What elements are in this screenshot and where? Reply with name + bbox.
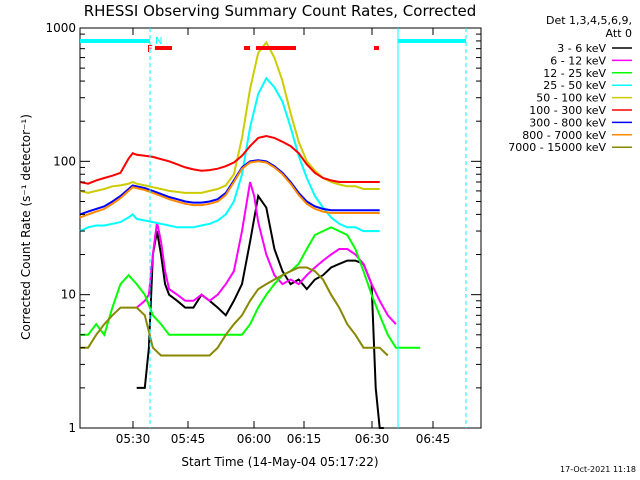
series-line-2 bbox=[136, 181, 397, 325]
legend-label: 7000 - 15000 keV bbox=[508, 141, 606, 154]
plot-frame bbox=[79, 27, 482, 429]
series-line-3 bbox=[80, 226, 421, 349]
ticks-layer: 05:30 05:45 06:00 06:15 06:30 06:45 1 10 100 1000 bbox=[45, 21, 481, 446]
x-tick-label: 06:00 bbox=[237, 432, 272, 446]
y-tick-label: 100 bbox=[53, 154, 76, 168]
legend-label: 6 - 12 keV bbox=[550, 54, 606, 67]
flag-label: F bbox=[147, 44, 153, 55]
series-line-7 bbox=[79, 159, 380, 216]
flags-layer: FN bbox=[80, 28, 467, 428]
y-tick-label: 10 bbox=[61, 288, 76, 302]
flag-label: N bbox=[155, 36, 162, 47]
timestamp: 17-Oct-2021 11:18 bbox=[560, 465, 636, 474]
x-axis-label: Start Time (14-May-04 05:17:22) bbox=[181, 455, 378, 469]
x-tick-label: 06:30 bbox=[355, 432, 390, 446]
legend-label: 300 - 800 keV bbox=[529, 116, 606, 129]
x-tick-label: 05:45 bbox=[171, 432, 206, 446]
x-tick-label: 06:15 bbox=[287, 432, 322, 446]
legend-label: 800 - 7000 keV bbox=[522, 129, 606, 142]
series-line-8 bbox=[79, 160, 380, 219]
y-tick-label: 1000 bbox=[45, 21, 76, 35]
series-line-1 bbox=[136, 193, 384, 429]
series-line-9 bbox=[80, 266, 389, 357]
legend-label: 12 - 25 keV bbox=[543, 67, 606, 80]
series-layer bbox=[79, 40, 421, 429]
legend-label: 25 - 50 keV bbox=[543, 79, 606, 92]
series-line-6 bbox=[79, 134, 380, 185]
attenuator-info: Att 0 bbox=[606, 27, 632, 40]
chart-title: RHESSI Observing Summary Count Rates, Co… bbox=[84, 2, 477, 20]
series-line-4 bbox=[79, 76, 380, 233]
x-tick-label: 06:45 bbox=[416, 432, 451, 446]
legend-label: 50 - 100 keV bbox=[536, 92, 606, 105]
detector-info: Det 1,3,4,5,6,9, bbox=[546, 14, 632, 27]
legend-label: 3 - 6 keV bbox=[557, 42, 606, 55]
y-tick-label: 1 bbox=[68, 421, 76, 435]
legend-label: 100 - 300 keV bbox=[529, 104, 606, 117]
series-line-5 bbox=[79, 40, 380, 194]
y-axis-label: Corrected Count Rate (s⁻¹ detector⁻¹) bbox=[19, 114, 33, 340]
x-tick-label: 05:30 bbox=[116, 432, 151, 446]
